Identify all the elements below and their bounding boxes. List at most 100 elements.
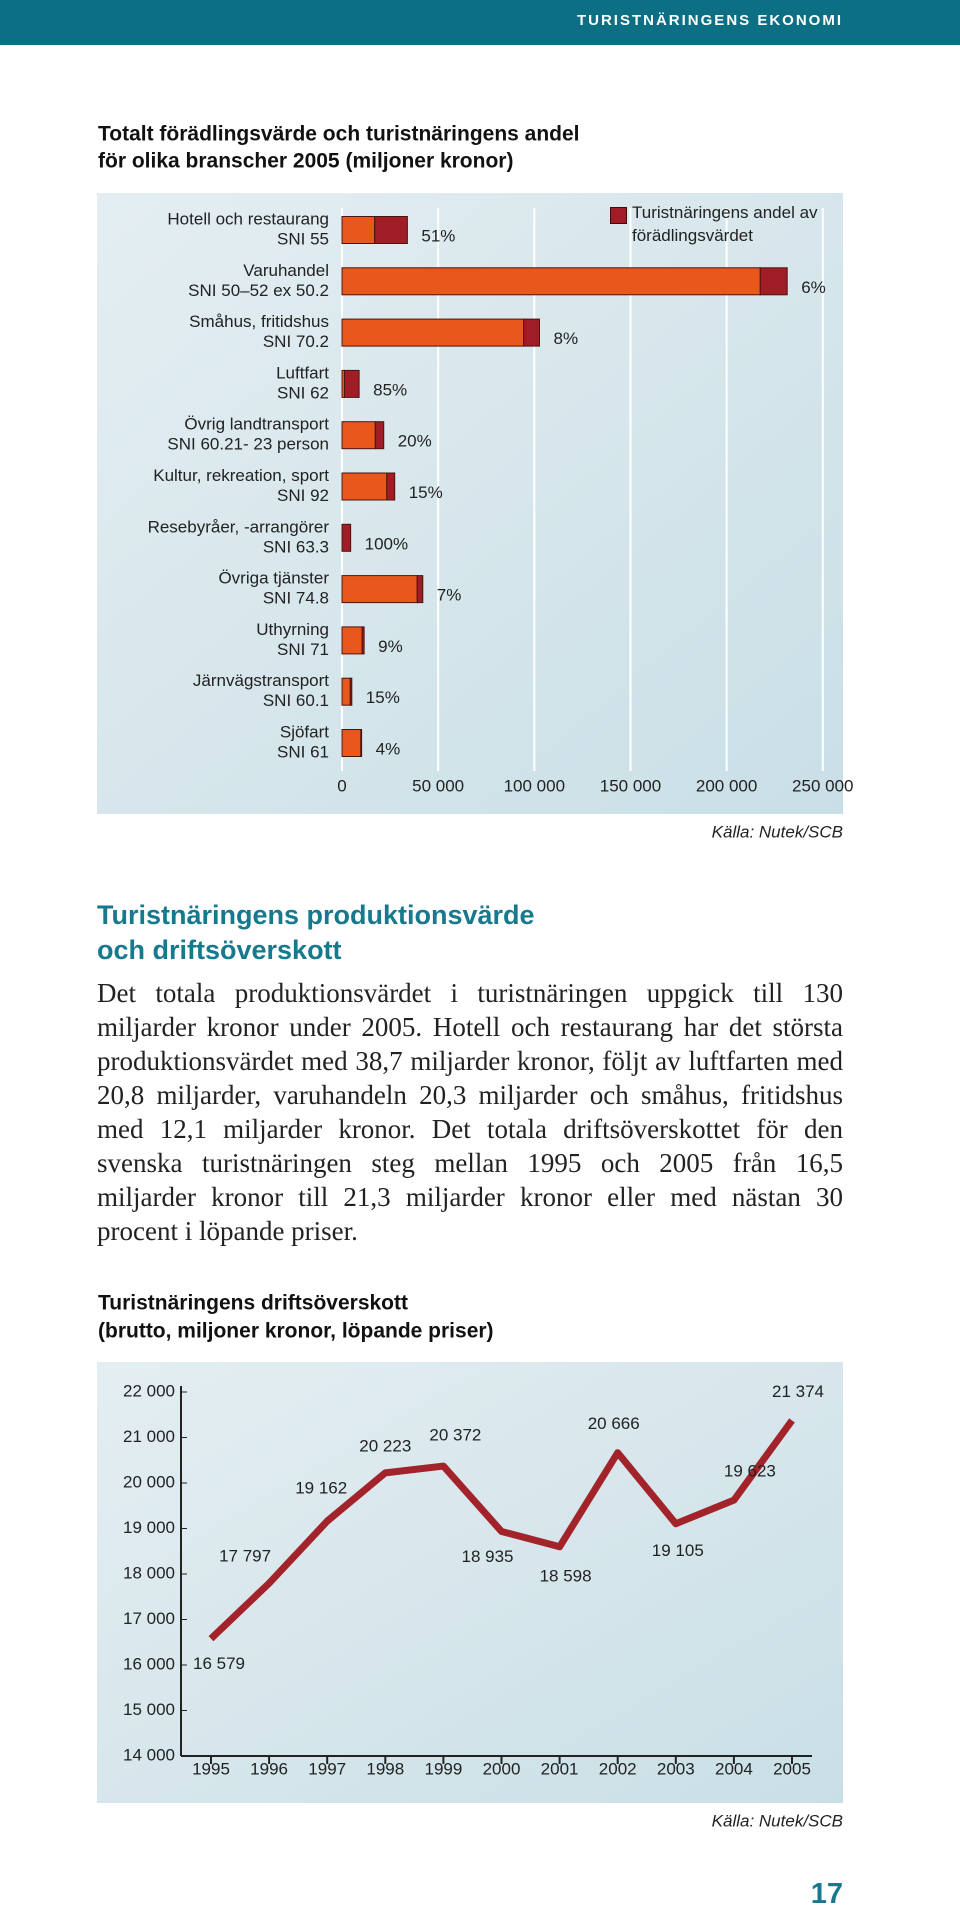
header-title: TURISTNÄRINGENS EKONOMI — [576, 12, 843, 29]
y-tick-label: SNI 92 — [277, 486, 329, 505]
value-label: 21 374 — [772, 1382, 824, 1401]
heading-line: och driftsöverskott — [97, 935, 342, 965]
x-tick-label: 0 — [337, 776, 346, 795]
y-tick-label: 22 000 — [123, 1381, 175, 1400]
header-bar — [0, 0, 960, 45]
y-tick-label: Hotell och restaurang — [167, 209, 329, 228]
y-tick-label: SNI 74.8 — [263, 589, 329, 608]
value-label: 19 105 — [652, 1541, 704, 1560]
y-tick-label: SNI 62 — [277, 383, 329, 402]
value-label: 17 797 — [219, 1547, 271, 1566]
bar-segment — [341, 677, 351, 706]
bar-segment — [341, 216, 376, 244]
share-label: 15% — [366, 688, 400, 707]
y-tick-label: Småhus, fritidshus — [189, 312, 329, 331]
bar-segment — [361, 626, 365, 655]
value-label: 20 666 — [588, 1414, 640, 1433]
x-tick-label: 150 000 — [600, 776, 661, 795]
y-tick-label: Kultur, rekreation, sport — [153, 466, 329, 485]
bar-segment — [341, 472, 388, 501]
x-tick-label: 50 000 — [412, 776, 464, 795]
x-tick-label: 2004 — [715, 1759, 753, 1778]
share-label: 8% — [554, 329, 579, 348]
chart-title: Turistnäringens driftsöverskott — [98, 1292, 408, 1315]
bar-segment — [523, 318, 541, 347]
share-label: 85% — [373, 380, 407, 399]
share-label: 100% — [365, 534, 408, 553]
y-tick-label: 15 000 — [123, 1700, 175, 1719]
share-label: 6% — [801, 278, 826, 297]
share-label: 4% — [376, 739, 401, 758]
bar-segment — [374, 216, 408, 244]
y-tick-label: 17 000 — [123, 1609, 175, 1628]
source: Källa: Nutek/SCB — [712, 1811, 843, 1830]
value-label: 19 162 — [295, 1479, 347, 1498]
x-tick-label: 1999 — [424, 1759, 462, 1778]
share-label: 9% — [378, 637, 403, 656]
y-tick-label: Resebyråer, -arrangörer — [148, 517, 330, 536]
y-tick-label: 20 000 — [123, 1472, 175, 1491]
y-tick-label: Luftfart — [276, 363, 329, 382]
y-tick-label: SNI 50–52 ex 50.2 — [188, 281, 329, 300]
x-tick-label: 2000 — [483, 1759, 521, 1778]
value-label: 18 598 — [540, 1566, 592, 1585]
value-label: 20 372 — [429, 1426, 481, 1445]
y-tick-label: SNI 60.1 — [263, 691, 329, 710]
source: Källa: Nutek/SCB — [712, 822, 843, 841]
value-label: 16 579 — [193, 1654, 245, 1673]
y-tick-label: Varuhandel — [243, 261, 329, 280]
x-tick-label: 1995 — [192, 1759, 230, 1778]
y-tick-label: 16 000 — [123, 1654, 175, 1673]
y-tick-label: 18 000 — [123, 1563, 175, 1582]
bar-segment — [341, 626, 363, 655]
x-tick-label: 1996 — [250, 1759, 288, 1778]
chart-panel — [97, 1362, 843, 1803]
x-tick-label: 2001 — [541, 1759, 579, 1778]
legend-swatch — [610, 207, 627, 224]
y-tick-label: 19 000 — [123, 1518, 175, 1537]
share-label: 20% — [398, 432, 432, 451]
chart-title: Totalt förädlingsvärde och turistnäringe… — [98, 123, 580, 146]
y-tick-label: Uthyrning — [256, 620, 329, 639]
bar-segment — [341, 523, 352, 552]
heading-line: Turistnäringens produktionsvärde — [97, 900, 535, 930]
x-tick-label: 1997 — [308, 1759, 346, 1778]
chart-panel — [97, 193, 843, 814]
y-tick-label: SNI 71 — [277, 640, 329, 659]
bar-segment — [349, 677, 353, 706]
y-tick-label: Övrig landtransport — [184, 415, 329, 434]
bar-segment — [344, 369, 360, 398]
section-heading: Turistnäringens produktionsvärde och dri… — [97, 898, 535, 968]
bar-segment — [759, 267, 788, 296]
value-label: 19 623 — [724, 1462, 776, 1481]
share-label: 15% — [409, 483, 443, 502]
bar-segment — [374, 421, 385, 450]
line-series — [208, 1418, 795, 1642]
legend-label: Turistnäringens andel av förädlingsvärde… — [632, 203, 818, 245]
bar-segment — [341, 421, 376, 450]
x-tick-label: 100 000 — [504, 776, 565, 795]
bar-segment — [341, 267, 761, 296]
y-tick-label: Sjöfart — [280, 722, 329, 741]
x-tick-label: 2003 — [657, 1759, 695, 1778]
chart-title: (brutto, miljoner kronor, löpande priser… — [98, 1320, 494, 1343]
body-text: Det totala produktionsvärdet i turistnär… — [97, 978, 843, 1246]
x-tick-label: 2002 — [599, 1759, 637, 1778]
share-label: 7% — [437, 586, 462, 605]
y-tick-label: Järnvägstransport — [193, 671, 329, 690]
page-number: 17 — [810, 1878, 843, 1910]
y-tick-label: SNI 55 — [277, 229, 329, 248]
legend: Turistnäringens andel av förädlingsvärde… — [610, 201, 822, 247]
value-label: 20 223 — [359, 1436, 411, 1455]
x-tick-label: 200 000 — [696, 776, 757, 795]
y-tick-label: SNI 63.3 — [263, 537, 329, 556]
y-tick-label: 21 000 — [123, 1427, 175, 1446]
bar-segment — [360, 729, 363, 757]
x-tick-label: 2005 — [773, 1759, 811, 1778]
y-tick-label: SNI 61 — [277, 742, 329, 761]
y-tick-label: Övriga tjänster — [218, 569, 329, 588]
